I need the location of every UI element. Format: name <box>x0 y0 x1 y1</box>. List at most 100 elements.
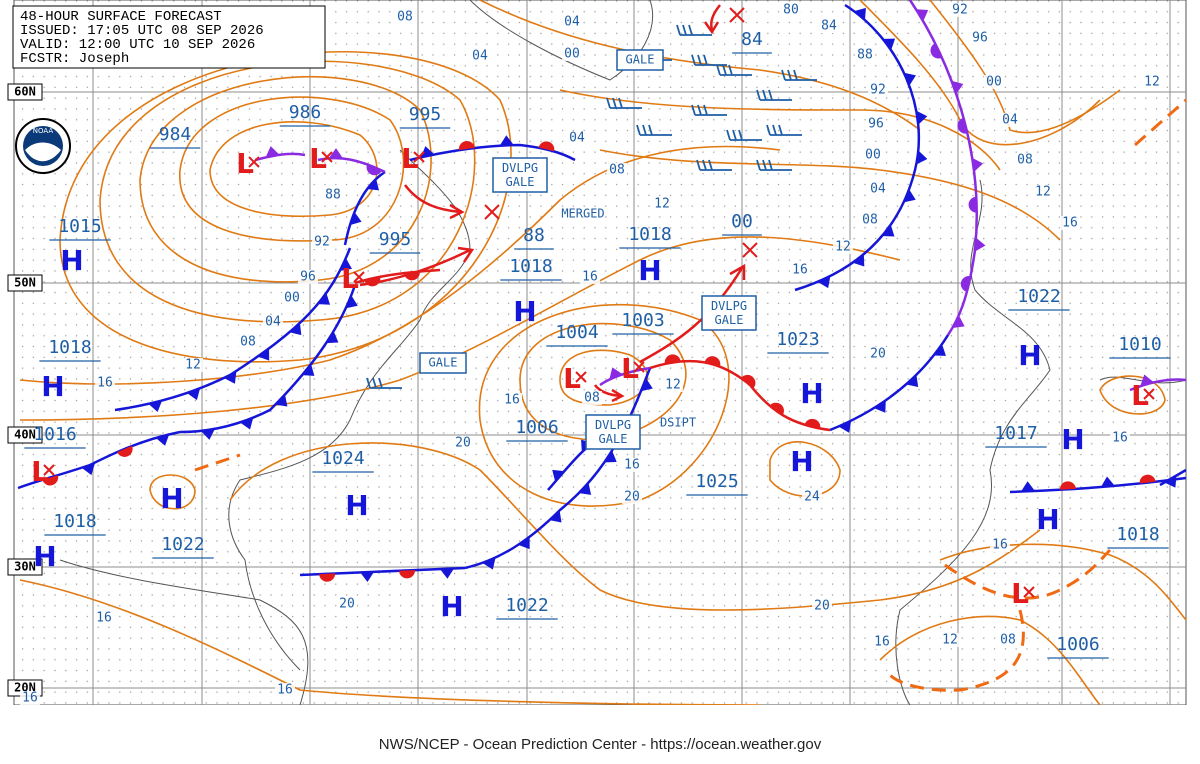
pressure-center: L <box>401 142 419 175</box>
front-triangle <box>906 374 919 388</box>
isobar-label-bg <box>998 633 1018 647</box>
wind-barb <box>716 64 752 76</box>
pressure-center: L <box>1011 577 1029 610</box>
isobar-label: 16 <box>1062 216 1078 231</box>
isobar-label: 08 <box>1000 633 1016 648</box>
isobar-label: 88 <box>857 48 873 63</box>
annotation: GALE <box>616 49 664 71</box>
front-semicircle <box>399 570 416 579</box>
lat-label: 40N <box>14 428 36 442</box>
center-x <box>43 464 55 476</box>
front-triangle <box>604 450 617 463</box>
annotation-box <box>616 49 664 71</box>
front-semicircle <box>769 402 784 416</box>
annotation-text: DVLPG GALE <box>595 418 631 446</box>
troughs <box>194 98 1187 692</box>
lat-label: 60N <box>14 85 36 99</box>
front-triangle <box>339 258 352 271</box>
pressure-value: 1023 <box>776 329 819 350</box>
isobar-label: 84 <box>821 19 837 34</box>
wind-barb <box>691 54 727 66</box>
noaa-logo: NOAA <box>15 118 71 174</box>
isobar-label: 92 <box>952 3 968 18</box>
pressure-center: H <box>1018 339 1041 372</box>
front-triangle <box>874 400 886 413</box>
annotation-box <box>419 352 467 374</box>
pressure-center: L <box>309 142 327 175</box>
isobar-label: 92 <box>314 235 330 250</box>
isobar <box>478 303 730 507</box>
front-triangle <box>552 469 565 482</box>
front-triangle <box>903 189 916 203</box>
pressure-center: H <box>60 244 83 277</box>
isobar-label-bg <box>453 436 473 450</box>
pressure-center: H <box>790 445 813 478</box>
isobar-label-bg <box>395 10 415 24</box>
isobar-label: 96 <box>300 270 316 285</box>
front-triangle <box>951 80 964 94</box>
annotation-box <box>492 157 548 193</box>
isobar <box>479 0 921 131</box>
isobar-label-bg <box>580 270 600 284</box>
lat-label-box <box>7 558 43 576</box>
pressure-center: L <box>1131 379 1149 412</box>
isobar-label: 08 <box>397 10 413 25</box>
front-triangle <box>952 315 965 329</box>
front-triangle <box>1020 481 1035 492</box>
isobar-label-bg <box>567 131 587 145</box>
wind-barb <box>691 104 727 116</box>
isobar-label-bg <box>607 163 627 177</box>
front-triangle <box>852 254 865 267</box>
arrow <box>404 184 465 220</box>
isobar-label-bg <box>855 48 875 62</box>
wind-barb <box>781 69 817 81</box>
front-triangle <box>882 224 895 237</box>
center-x <box>633 361 645 373</box>
annotation-line: GALE <box>506 175 535 189</box>
isobar <box>599 149 1061 241</box>
front-line <box>649 359 831 432</box>
wind-barb <box>726 129 762 141</box>
isobar-label: 16 <box>504 393 520 408</box>
isobar-label: 12 <box>835 240 851 255</box>
isobar-label: 20 <box>870 347 886 362</box>
pressure-center: L <box>236 147 254 180</box>
logo-bird <box>25 142 61 162</box>
front-semicircle <box>42 475 59 486</box>
front-triangle <box>345 295 358 309</box>
isobar <box>179 96 405 242</box>
isobar-label-bg <box>833 240 853 254</box>
isobar-label-bg <box>950 3 970 17</box>
isobar-label: 00 <box>986 75 1002 90</box>
pressure-center: H <box>513 295 536 328</box>
isobar-label: 12 <box>942 633 958 648</box>
isobar-label: 16 <box>96 611 112 626</box>
front-triangle <box>916 110 928 125</box>
isobar-label: 12 <box>1144 75 1160 90</box>
front-semicircle <box>1139 474 1156 484</box>
front-triangle <box>201 428 215 440</box>
front-triangle <box>360 571 375 582</box>
isobar-label-bg <box>1142 75 1162 89</box>
isobar-label-bg <box>984 75 1004 89</box>
coast-med <box>1099 376 1187 384</box>
front-line <box>794 3 921 292</box>
pressure-value: 1018 <box>48 337 91 358</box>
wind-barb <box>766 124 802 136</box>
isobar-label-bg <box>275 683 295 697</box>
isobar-label: 96 <box>868 117 884 132</box>
wind-barb <box>676 24 712 36</box>
isobar <box>19 236 901 421</box>
motion-arrows <box>359 4 758 403</box>
front-semicircle <box>741 374 756 388</box>
trough <box>944 548 1112 600</box>
isobar <box>1099 375 1166 415</box>
isobar-label: 16 <box>582 270 598 285</box>
pressure-center: H <box>1036 503 1059 536</box>
isobar-label-bg <box>562 47 582 61</box>
isobar <box>19 579 761 706</box>
isobar <box>139 76 432 283</box>
front-line <box>599 366 651 387</box>
isobar-label: 20 <box>624 490 640 505</box>
